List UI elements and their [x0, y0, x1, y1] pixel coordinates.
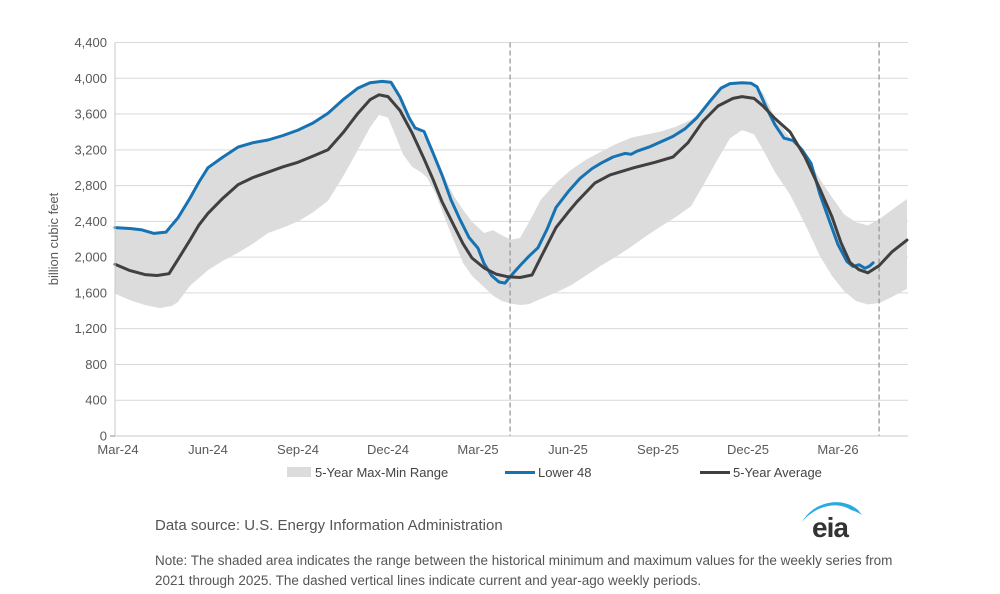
y-tick-label: 800: [85, 357, 107, 372]
legend-label-average: 5-Year Average: [733, 464, 822, 480]
band-swatch-icon: [287, 467, 311, 477]
max-min-range-band: [115, 81, 907, 309]
x-tick-label: Jun-24: [188, 442, 228, 457]
y-tick-label: 2,800: [74, 178, 107, 193]
y-tick-label: 0: [100, 429, 107, 444]
x-tick-label: Dec-25: [727, 442, 769, 457]
y-tick-label: 3,600: [74, 107, 107, 122]
x-tick-label: Mar-24: [97, 442, 138, 457]
y-tick-label: 1,600: [74, 285, 107, 300]
x-tick-label: Sep-25: [637, 442, 679, 457]
eia-logo: eia: [802, 502, 862, 543]
y-tick-label: 2,000: [74, 250, 107, 265]
y-axis-title: billion cubic feet: [46, 192, 61, 285]
x-tick-label: Mar-25: [457, 442, 498, 457]
x-tick-label: Jun-25: [548, 442, 588, 457]
legend-item-max-min-range: 5-Year Max-Min Range: [287, 465, 505, 480]
dark-line-swatch-icon: [700, 470, 730, 474]
x-tick-label: Dec-24: [367, 442, 409, 457]
y-tick-label: 400: [85, 393, 107, 408]
y-tick-label: 3,200: [74, 142, 107, 157]
lower48-line: [113, 79, 875, 285]
x-tick-label: Mar-26: [817, 442, 858, 457]
y-tick-label: 2,400: [74, 214, 107, 229]
eia-logo-text: eia: [812, 512, 849, 543]
chart-legend: 5-Year Max-Min Range Lower 48 5-Year Ave…: [287, 464, 822, 480]
blue-line-swatch-icon: [505, 470, 535, 474]
legend-label-max-min-range: 5-Year Max-Min Range: [315, 464, 449, 480]
legend-item-lower48: Lower 48: [505, 465, 700, 480]
legend-label-lower48: Lower 48: [538, 464, 592, 480]
note-text: Note: The shaded area indicates the rang…: [155, 553, 893, 588]
eia-logo-swoosh-icon: [802, 502, 862, 522]
y-tick-label: 4,400: [74, 35, 107, 50]
x-tick-label: Sep-24: [277, 442, 319, 457]
y-tick-label: 1,200: [74, 321, 107, 336]
legend-item-average: 5-Year Average: [700, 465, 822, 480]
five-year-average-line: [113, 93, 909, 279]
y-tick-label: 4,000: [74, 71, 107, 86]
data-source-text: Data source: U.S. Energy Information Adm…: [155, 517, 503, 534]
